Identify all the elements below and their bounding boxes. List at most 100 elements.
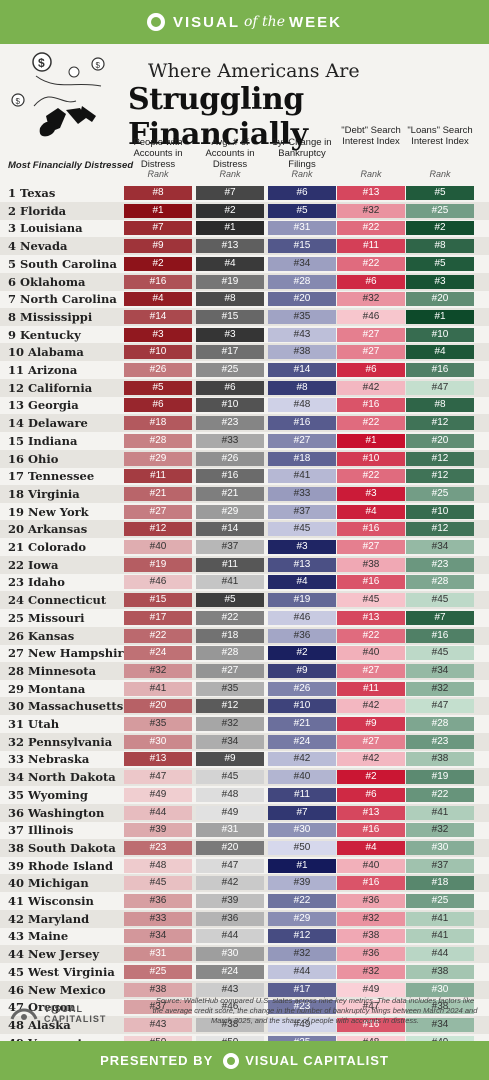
rank-cell-debt_search: #40 (337, 646, 405, 661)
column-header-label: People with Accounts in Distress (133, 137, 183, 170)
column-header-bankruptcy: 1yr Change in Bankruptcy Filings Rank (267, 126, 337, 179)
table-row: 34 North Dakota #47 #45 #40 #2 #19 (0, 768, 489, 787)
svg-text:$: $ (16, 97, 21, 106)
rank-cell-accounts_distress: #13 (124, 752, 192, 767)
rank-cell-avg_accounts: #26 (196, 451, 264, 466)
rank-cell-bankruptcy: #18 (268, 451, 336, 466)
rank-cell-accounts_distress: #37 (124, 1000, 192, 1015)
falling-person-illustration-icon: $ $ $ (11, 52, 105, 137)
state-name: 42 Maryland (8, 911, 90, 926)
rank-cell-accounts_distress: #27 (124, 504, 192, 519)
footer-logo-line2: CAPITALIST (44, 1014, 107, 1024)
state-name: 24 Connecticut (8, 593, 107, 608)
rank-cell-bankruptcy: #49 (268, 1017, 336, 1032)
rank-cell-loans_search: #32 (406, 681, 474, 696)
rank-cell-bankruptcy: #48 (268, 398, 336, 413)
rank-cell-loans_search: #8 (406, 398, 474, 413)
rank-cell-avg_accounts: #34 (196, 734, 264, 749)
state-name: 34 North Dakota (8, 770, 116, 785)
state-name: 23 Idaho (8, 575, 65, 590)
rank-cell-accounts_distress: #36 (124, 894, 192, 908)
rank-cell-accounts_distress: #9 (124, 239, 192, 254)
rank-cell-debt_search: #13 (337, 610, 405, 625)
svg-text:$: $ (38, 56, 45, 70)
state-name: 8 Mississippi (8, 309, 93, 324)
table-row: 37 Illinois #39 #31 #30 #16 #32 (0, 821, 489, 839)
rank-cell-debt_search: #40 (337, 858, 405, 873)
rank-cell-debt_search: #6 (337, 274, 405, 289)
rank-cell-debt_search: #42 (337, 752, 405, 767)
rank-cell-bankruptcy: #4 (268, 575, 336, 590)
table-row: 10 Alabama #10 #17 #38 #27 #4 (0, 343, 489, 362)
rank-cell-loans_search: #4 (406, 345, 474, 360)
column-header-label: Avg. # of Accounts in Distress (205, 137, 255, 170)
rank-cell-debt_search: #6 (337, 363, 405, 377)
rank-cell-loans_search: #5 (406, 186, 474, 200)
rank-cell-bankruptcy: #41 (268, 469, 336, 484)
rank-cell-accounts_distress: #2 (124, 256, 192, 271)
state-name: 15 Indiana (8, 433, 78, 448)
rank-cell-avg_accounts: #14 (196, 522, 264, 537)
state-name: 33 Nebraska (8, 752, 90, 767)
rank-cell-accounts_distress: #7 (124, 221, 192, 236)
column-header-loans_search: "Loans" Search Interest Index Rank (405, 125, 475, 179)
rank-cell-debt_search: #32 (337, 964, 405, 979)
rank-cell-loans_search: #23 (406, 734, 474, 749)
state-name: 31 Utah (8, 717, 60, 731)
rank-cell-accounts_distress: #24 (124, 646, 192, 661)
rank-cell-avg_accounts: #39 (196, 894, 264, 908)
column-header-label: "Debt" Search Interest Index (341, 125, 401, 147)
table-row: 11 Arizona #26 #25 #14 #6 #16 (0, 361, 489, 379)
rank-cell-accounts_distress: #11 (124, 469, 192, 484)
rank-cell-accounts_distress: #33 (124, 911, 192, 926)
table-row: 22 Iowa #19 #11 #13 #38 #23 (0, 555, 489, 574)
rank-cell-bankruptcy: #22 (268, 894, 336, 908)
rank-cell-bankruptcy: #43 (268, 327, 336, 342)
rank-cell-bankruptcy: #35 (268, 309, 336, 324)
rank-cell-avg_accounts: #41 (196, 575, 264, 590)
rank-cell-accounts_distress: #21 (124, 486, 192, 501)
svg-text:$: $ (96, 61, 101, 70)
rank-cell-bankruptcy: #26 (268, 681, 336, 696)
table-row: 45 West Virginia #25 #24 #44 #32 #38 (0, 963, 489, 981)
table-row: 26 Kansas #22 #18 #36 #22 #16 (0, 626, 489, 645)
table-row: 29 Montana #41 #35 #26 #11 #32 (0, 680, 489, 698)
rank-cell-loans_search: #3 (406, 274, 474, 289)
rank-cell-debt_search: #13 (337, 186, 405, 200)
state-name: 48 Alaska (8, 1017, 71, 1032)
table-row: 42 Maryland #33 #36 #29 #32 #41 (0, 909, 489, 928)
rank-cell-accounts_distress: #8 (124, 186, 192, 200)
rank-cell-bankruptcy: #36 (268, 628, 336, 643)
rank-cell-bankruptcy: #29 (268, 911, 336, 926)
rank-cell-accounts_distress: #46 (124, 575, 192, 590)
title-line-2: Struggling Financially (128, 82, 308, 152)
table-row: 40 Michigan #45 #42 #39 #16 #18 (0, 874, 489, 893)
table-row: 20 Arkansas #12 #14 #45 #16 #12 (0, 520, 489, 539)
table-row: 1 Texas #8 #7 #6 #13 #5 (0, 184, 489, 202)
rank-cell-debt_search: #22 (337, 469, 405, 484)
rank-label: Rank (360, 169, 382, 179)
rank-cell-bankruptcy: #17 (268, 982, 336, 997)
rank-cell-debt_search: #27 (337, 327, 405, 342)
footer-logo: VISUAL CAPITALIST (10, 1004, 106, 1024)
state-name: 19 New York (8, 504, 89, 519)
rank-cell-bankruptcy: #40 (268, 770, 336, 785)
rank-cell-debt_search: #36 (337, 894, 405, 908)
rank-cell-debt_search: #4 (337, 840, 405, 855)
rank-cell-accounts_distress: #10 (124, 345, 192, 360)
rank-cell-accounts_distress: #40 (124, 540, 192, 554)
rank-cell-accounts_distress: #17 (124, 610, 192, 625)
rank-cell-debt_search: #16 (337, 522, 405, 537)
rank-cell-debt_search: #11 (337, 681, 405, 696)
table-row: 48 Alaska #43 #38 #49 #16 #34 (0, 1015, 489, 1034)
rank-cell-debt_search: #42 (337, 699, 405, 714)
rank-cell-loans_search: #16 (406, 363, 474, 377)
rank-cell-bankruptcy: #19 (268, 593, 336, 608)
rank-cell-accounts_distress: #5 (124, 380, 192, 395)
state-name: 20 Arkansas (8, 522, 88, 537)
rank-cell-loans_search: #25 (406, 486, 474, 501)
rank-cell-accounts_distress: #31 (124, 947, 192, 962)
rank-cell-debt_search: #16 (337, 398, 405, 413)
rank-cell-loans_search: #10 (406, 327, 474, 342)
rank-cell-avg_accounts: #17 (196, 345, 264, 360)
